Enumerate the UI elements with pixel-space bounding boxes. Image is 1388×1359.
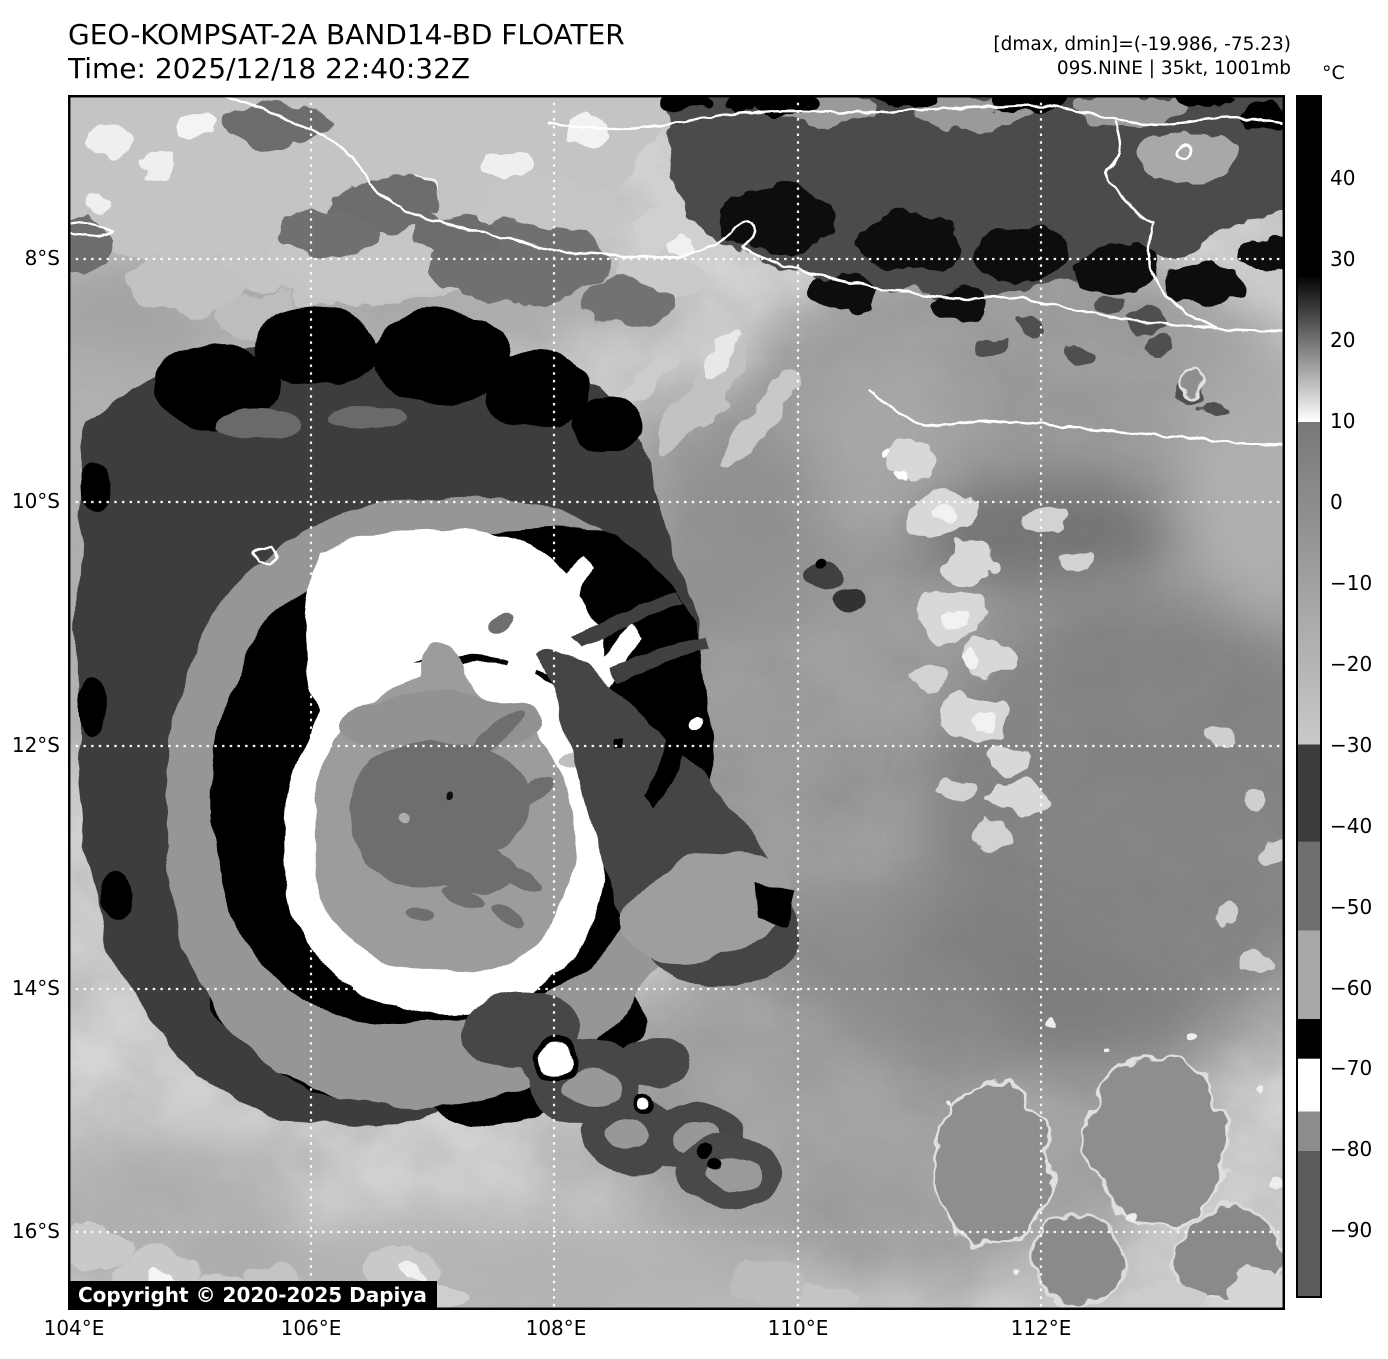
temperature-colorbar bbox=[1296, 95, 1322, 1298]
lat-tick-label: 8°S bbox=[24, 246, 60, 270]
satellite-image bbox=[68, 95, 1285, 1310]
map-frame bbox=[68, 95, 1285, 1310]
storm-id-label: 09S.NINE | 35kt, 1001mb bbox=[1056, 58, 1291, 79]
colorbar-tick: −60 bbox=[1330, 976, 1373, 1000]
lon-tick-label: 108°E bbox=[525, 1316, 587, 1340]
timestamp-label: Time: 2025/12/18 22:40:32Z bbox=[68, 52, 471, 85]
lon-tick-label: 106°E bbox=[280, 1316, 342, 1340]
lat-tick-label: 14°S bbox=[11, 976, 60, 1000]
copyright-badge: Copyright © 2020-2025 Dapiya bbox=[68, 1281, 437, 1310]
colorbar-tick: 20 bbox=[1330, 328, 1356, 352]
colorbar-tick: 0 bbox=[1330, 490, 1343, 514]
page-title: GEO-KOMPSAT-2A BAND14-BD FLOATER bbox=[68, 18, 625, 51]
colorbar-tick: −10 bbox=[1330, 571, 1373, 595]
colorbar-tick: −80 bbox=[1330, 1137, 1373, 1161]
coastlines bbox=[68, 95, 1285, 567]
lat-tick-label: 12°S bbox=[11, 733, 60, 757]
satellite-map bbox=[68, 95, 1285, 1310]
cyclone bbox=[76, 307, 711, 1128]
lon-tick-label: 104°E bbox=[43, 1316, 105, 1340]
colorbar-tick: −20 bbox=[1330, 652, 1373, 676]
colorbar-tick: −40 bbox=[1330, 814, 1373, 838]
lon-tick-label: 110°E bbox=[767, 1316, 829, 1340]
colorbar-tick: 30 bbox=[1330, 247, 1356, 271]
colorbar-tick: −70 bbox=[1330, 1056, 1373, 1080]
colorbar-tick: −90 bbox=[1330, 1218, 1373, 1242]
storm-tail bbox=[460, 557, 866, 1209]
colorbar-unit-label: °C bbox=[1322, 62, 1345, 84]
lat-tick-label: 10°S bbox=[11, 489, 60, 513]
dmax-dmin-label: [dmax, dmin]=(-19.986, -75.23) bbox=[993, 34, 1291, 55]
gridlines bbox=[68, 95, 1285, 1310]
colorbar-tick: −50 bbox=[1330, 895, 1373, 919]
colorbar-tick: 40 bbox=[1330, 166, 1356, 190]
colorbar-tick: −30 bbox=[1330, 733, 1373, 757]
lat-tick-label: 16°S bbox=[11, 1219, 60, 1243]
cloud-field-top bbox=[68, 95, 1285, 467]
colorbar-tick: 10 bbox=[1330, 409, 1356, 433]
lon-tick-label: 112°E bbox=[1010, 1316, 1072, 1340]
